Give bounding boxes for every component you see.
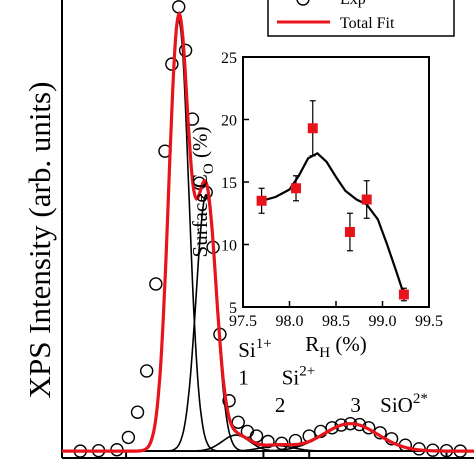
legend-exp-label: Exp [340, 0, 366, 8]
legend: Exp Total Fit [267, 0, 455, 37]
peak-annotation: Si1+ [238, 336, 271, 362]
inset-y-tick-label: 15 [221, 175, 237, 192]
inset-point [291, 183, 302, 194]
inset-chart: 97.5 98.0 98.5 99.0 99.5 5 10 15 20 25 Surface CO… [188, 50, 443, 361]
inset-y-tick-label: 5 [229, 300, 237, 317]
exp-point [149, 277, 163, 291]
inset-x-axis-label: RH (%) [305, 332, 367, 361]
exp-point [231, 415, 245, 429]
exp-point [130, 405, 145, 419]
exp-point [165, 57, 179, 71]
inset-x-tick-label: 98.0 [276, 313, 304, 330]
inset-point [307, 123, 318, 134]
inset-x-tick-label: 97.5 [229, 313, 257, 330]
main-x-tick-label: 98 [117, 471, 135, 474]
peak-annotations: Si1+ 1 Si2+ 2 3 SiO2* [238, 336, 428, 417]
exp-point [172, 0, 186, 14]
main-x-ticks: 98 101 102 105 [117, 450, 460, 474]
exp-point [261, 434, 275, 449]
peak-annotation: Si2+ [282, 364, 315, 390]
inset-y-tick-label: 20 [221, 113, 237, 130]
inset-x-tick-label: 98.5 [322, 313, 350, 330]
peak-annotation: 3 [350, 393, 361, 417]
inset-ticks: 97.5 98.0 98.5 99.0 99.5 5 10 15 20 25 [221, 50, 443, 330]
total-fit-curve [62, 10, 474, 453]
main-x-tick-label: 102 [296, 471, 323, 474]
inset-x-tick-label: 99.0 [369, 313, 397, 330]
inset-point [256, 195, 267, 206]
legend-exp-marker [296, 0, 310, 6]
exp-point [139, 364, 154, 378]
main-y-axis-label: XPS Intensity (arb. units) [22, 82, 57, 399]
peak-annotation: SiO2* [380, 391, 428, 417]
inset-frame [242, 56, 430, 308]
main-x-tick-label: 101 [250, 471, 277, 474]
peak-annotation: 2 [275, 393, 286, 417]
total-fit-line [62, 10, 474, 453]
inset-y-tick-label: 10 [221, 238, 237, 255]
legend-box [267, 0, 455, 37]
inset-x-tick-label: 99.5 [415, 313, 443, 330]
inset-data-points [256, 100, 409, 302]
inset-point [398, 289, 409, 300]
inset-y-tick-label: 25 [221, 50, 237, 67]
exp-point [222, 394, 236, 408]
inset-y-axis-label: Surface CO (%) [188, 127, 217, 258]
inset-point [361, 194, 372, 205]
exp-point [121, 430, 136, 445]
main-x-tick-label: 105 [433, 471, 460, 474]
legend-fit-label: Total Fit [340, 15, 395, 32]
peak-annotation: 1 [238, 366, 249, 390]
exp-point [288, 433, 303, 448]
inset-point [344, 227, 355, 237]
